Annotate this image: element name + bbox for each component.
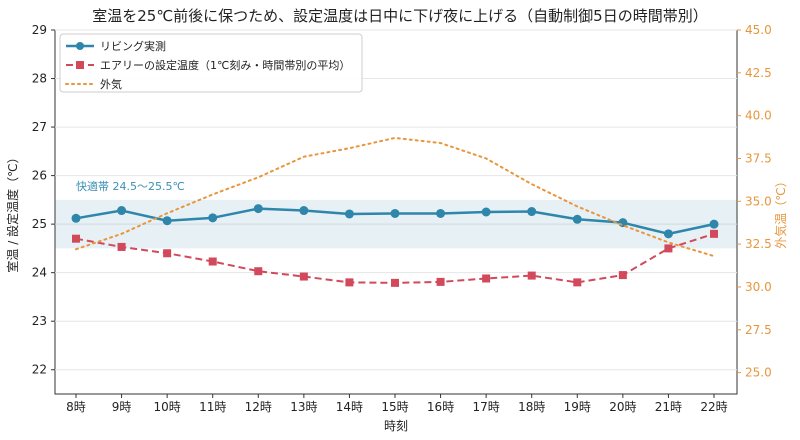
x-axis: 8時 9時 10時 11時 12時 13時 14時 15時 16時 17時 18時 19時 20時 21時… — [66, 394, 728, 414]
data-point — [572, 214, 582, 224]
y2-tick-label: 25.0 — [745, 366, 772, 380]
y2-axis-label: 外気温（℃） — [773, 175, 788, 248]
legend-label: エアリーの設定温度（1℃刻み・時間帯別の平均） — [100, 58, 350, 72]
y-axis-right: 25.0 27.5 30.0 32.5 35.0 37.5 40.0 42.5 45.0 — [737, 23, 772, 380]
x-tick-label: 22時 — [700, 400, 727, 414]
data-point — [72, 234, 80, 243]
chart-title: 室温を25℃前後に保つため、設定温度は日中に下げ夜に上げる（自動制御5日の時間帯… — [92, 7, 707, 25]
data-point — [344, 209, 354, 219]
y2-tick-label: 27.5 — [745, 323, 772, 337]
data-point — [162, 216, 172, 226]
y2-tick-label: 45.0 — [745, 23, 772, 37]
data-point — [208, 257, 217, 266]
x-tick-label: 18時 — [518, 400, 545, 414]
y2-tick-label: 42.5 — [745, 66, 772, 80]
x-tick-label: 21時 — [655, 400, 682, 414]
data-point — [436, 208, 446, 218]
x-tick-label: 10時 — [154, 400, 181, 414]
x-tick-label: 19時 — [564, 400, 591, 414]
data-point — [710, 229, 718, 238]
y-tick-label: 27 — [32, 120, 47, 134]
x-axis-label: 時刻 — [384, 419, 408, 433]
y-axis-left: 22 23 24 25 26 27 28 29 — [32, 23, 55, 377]
data-point — [254, 267, 263, 276]
x-tick-label: 16時 — [427, 400, 454, 414]
legend-marker — [76, 42, 84, 50]
x-tick-label: 14時 — [336, 400, 363, 414]
x-tick-label: 12時 — [245, 400, 272, 414]
data-point — [253, 204, 263, 214]
data-point — [663, 229, 673, 239]
data-point — [573, 278, 582, 287]
y-axis-label: 室温 / 設定温度（℃） — [5, 151, 20, 272]
x-tick-label: 13時 — [290, 400, 317, 414]
y2-tick-label: 37.5 — [745, 151, 772, 165]
data-point — [664, 244, 673, 253]
data-point — [391, 278, 399, 287]
y-tick-label: 25 — [32, 217, 47, 231]
y-tick-label: 29 — [32, 23, 47, 37]
x-tick-label: 11時 — [199, 400, 226, 414]
legend-label: リビング実測 — [100, 39, 166, 53]
series-line — [75, 136, 715, 258]
x-tick-label: 20時 — [609, 400, 636, 414]
y2-tick-label: 30.0 — [745, 280, 772, 294]
data-point — [436, 277, 445, 286]
data-point — [345, 278, 354, 287]
data-point — [163, 249, 172, 258]
legend-marker — [76, 61, 84, 69]
data-point — [117, 242, 126, 251]
y-tick-label: 22 — [32, 363, 47, 377]
y2-tick-label: 32.5 — [745, 237, 772, 251]
data-point — [481, 207, 491, 217]
x-tick-label: 9時 — [112, 400, 132, 414]
y2-tick-label: 40.0 — [745, 109, 772, 123]
data-point — [299, 272, 308, 281]
y2-tick-label: 35.0 — [745, 194, 772, 208]
y-tick-label: 26 — [32, 169, 47, 183]
data-point — [299, 206, 309, 216]
x-tick-label: 17時 — [473, 400, 500, 414]
series-layer — [71, 136, 719, 287]
legend-box — [59, 33, 363, 93]
legend-label: 外気 — [100, 77, 122, 91]
data-point — [527, 271, 536, 280]
x-tick-label: 15時 — [381, 400, 408, 414]
y-tick-label: 23 — [32, 314, 47, 328]
data-point — [618, 271, 627, 280]
y-tick-label: 24 — [32, 266, 47, 280]
data-point — [117, 206, 127, 216]
x-tick-label: 8時 — [66, 400, 86, 414]
comfort-band-area — [55, 199, 737, 249]
data-point — [71, 213, 81, 223]
y-tick-label: 28 — [32, 72, 47, 86]
data-point — [709, 219, 719, 229]
comfort-band — [55, 199, 737, 249]
data-point — [527, 207, 537, 217]
data-point — [390, 208, 400, 218]
data-point — [208, 213, 218, 223]
data-point — [482, 274, 491, 283]
comfort-band-label: 快適帯 24.5〜25.5℃ — [76, 179, 185, 193]
